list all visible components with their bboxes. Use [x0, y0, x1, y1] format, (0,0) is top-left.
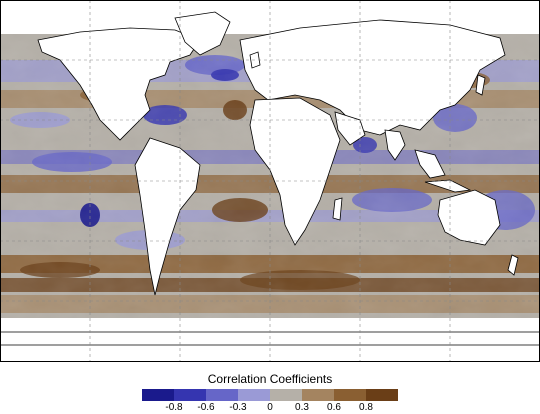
legend-swatch	[206, 389, 238, 401]
south-america	[134, 137, 201, 296]
legend-tick-label: 0	[267, 402, 273, 413]
graticule	[0, 0, 540, 362]
australia	[437, 189, 501, 246]
indonesia	[424, 179, 472, 193]
legend-swatch	[302, 389, 334, 401]
legend-tick-label: -0.6	[197, 402, 215, 413]
legend-tick-label: 0.8	[359, 402, 373, 413]
legend-tick-label: 0.3	[295, 402, 309, 413]
eurasia	[239, 19, 506, 136]
legend-swatch	[142, 389, 174, 401]
correlation-map-svg	[0, 0, 540, 362]
africa	[249, 97, 341, 246]
new-zealand	[507, 254, 519, 276]
legend-title: Correlation Coefficients	[207, 372, 333, 386]
legend-tick-label: -0.8	[165, 402, 183, 413]
color-legend: Correlation Coefficients -0.8 -0.6 -0.3 0 0.…	[142, 372, 398, 414]
legend-swatch	[238, 389, 270, 401]
greenland	[174, 11, 231, 56]
legend-swatch	[270, 389, 302, 401]
legend-swatch	[366, 389, 398, 401]
legend-color-bar	[142, 389, 398, 401]
southeast-asia	[414, 149, 446, 179]
legend-swatch	[334, 389, 366, 401]
world-map	[0, 0, 540, 362]
india	[384, 129, 406, 161]
legend-tick-label: 0.6	[327, 402, 341, 413]
japan	[475, 74, 486, 96]
legend-tick-labels: -0.8 -0.6 -0.3 0 0.3 0.6 0.8	[142, 402, 398, 414]
madagascar	[332, 197, 343, 221]
legend-tick-label: -0.3	[229, 402, 247, 413]
legend-swatch	[174, 389, 206, 401]
